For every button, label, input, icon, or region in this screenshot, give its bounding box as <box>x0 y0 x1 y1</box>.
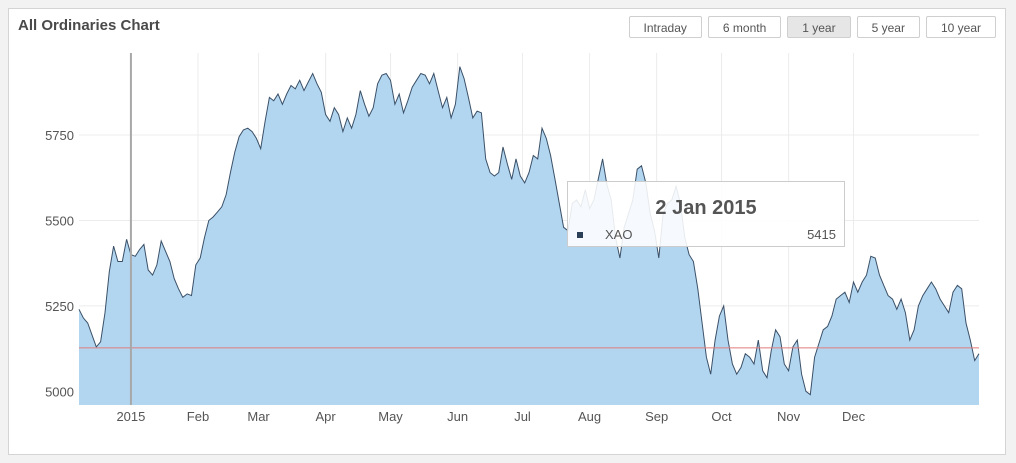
range-button-group: Intraday 6 month 1 year 5 year 10 year <box>628 16 996 38</box>
y-axis-ticks: 5000 5250 5500 5750 <box>45 128 74 399</box>
x-axis-ticks: 2015 Feb Mar Apr May Jun Jul Aug Sep Oct Nov Dec <box>116 409 865 424</box>
series-line <box>78 66 980 396</box>
range-button-intraday[interactable]: Intraday <box>628 16 702 38</box>
tooltip-value: 5415 <box>807 227 836 242</box>
series-marker-icon <box>577 232 583 238</box>
tooltip-date: 2 Jan 2015 <box>655 197 757 219</box>
chart-title: All Ordinaries Chart <box>18 17 160 34</box>
x-tick-label: Feb <box>187 409 209 424</box>
range-button-10-year[interactable]: 10 year <box>925 16 996 38</box>
y-tick-label: 5500 <box>45 213 74 228</box>
data-tooltip: 2 Jan 2015 XAO 5415 <box>567 181 845 247</box>
tooltip-series-name: XAO <box>605 227 633 242</box>
range-button-5-year[interactable]: 5 year <box>856 16 920 38</box>
x-tick-label: Aug <box>578 409 601 424</box>
x-tick-label: May <box>378 409 403 424</box>
x-tick-label: Mar <box>247 409 270 424</box>
y-tick-label: 5000 <box>45 384 74 399</box>
y-tick-label: 5250 <box>45 299 74 314</box>
x-tick-label: Jun <box>447 409 468 424</box>
x-tick-label: Jul <box>514 409 531 424</box>
x-tick-label: Apr <box>316 409 337 424</box>
series-area <box>78 66 980 405</box>
range-button-1-year[interactable]: 1 year <box>787 16 851 38</box>
x-tick-label: Sep <box>645 409 668 424</box>
series-area-fill <box>79 66 979 405</box>
x-tick-label: Dec <box>842 409 866 424</box>
x-tick-label: 2015 <box>116 409 145 424</box>
y-tick-label: 5750 <box>45 128 74 143</box>
x-tick-label: Oct <box>711 409 732 424</box>
range-button-6-month[interactable]: 6 month <box>707 16 782 38</box>
x-tick-label: Nov <box>777 409 801 424</box>
